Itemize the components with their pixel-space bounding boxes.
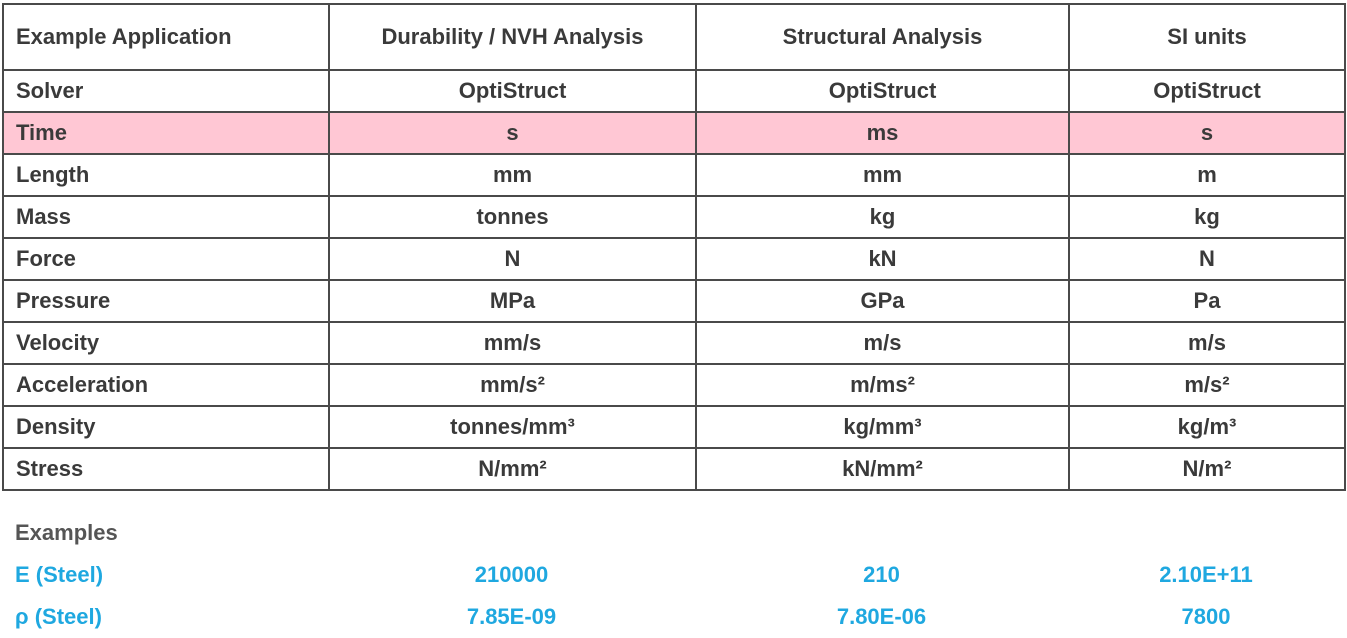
cell-value: N/m² — [1068, 447, 1346, 491]
example-label: ρ (Steel) — [15, 604, 102, 629]
cell-value: Pa — [1068, 279, 1346, 323]
cell-value: m/s — [1068, 321, 1346, 365]
cell-value: s — [1068, 111, 1346, 155]
row-label: Time — [2, 111, 330, 155]
example-row-e-steel: E (Steel) 210000 210 2.10E+11 — [2, 554, 1344, 596]
table-row-force: Force N kN N — [2, 237, 1346, 281]
cell-value: MPa — [328, 279, 697, 323]
cell-value: OptiStruct — [1068, 69, 1346, 113]
example-value: 7800 — [1181, 604, 1231, 629]
examples-title: Examples — [15, 520, 118, 545]
table-row-length: Length mm mm m — [2, 153, 1346, 197]
cell-value: N/mm² — [328, 447, 697, 491]
cell-value: m — [1068, 153, 1346, 197]
example-row-rho-steel: ρ (Steel) 7.85E-09 7.80E-06 7800 — [2, 596, 1344, 638]
cell-value: mm — [328, 153, 697, 197]
example-value: 210000 — [474, 562, 549, 587]
cell-value: kN — [695, 237, 1070, 281]
header-row: Example Application Durability / NVH Ana… — [2, 3, 1346, 71]
header-structural-analysis: Structural Analysis — [695, 3, 1070, 71]
cell-value: kg/mm³ — [695, 405, 1070, 449]
cell-value: mm/s — [328, 321, 697, 365]
cell-value: kN/mm² — [695, 447, 1070, 491]
table-row-stress: Stress N/mm² kN/mm² N/m² — [2, 447, 1346, 491]
cell-value: tonnes — [328, 195, 697, 239]
cell-value: OptiStruct — [328, 69, 697, 113]
row-label: Velocity — [2, 321, 330, 365]
cell-value: GPa — [695, 279, 1070, 323]
table-row-density: Density tonnes/mm³ kg/mm³ kg/m³ — [2, 405, 1346, 449]
row-label: Stress — [2, 447, 330, 491]
row-label: Density — [2, 405, 330, 449]
cell-value: m/ms² — [695, 363, 1070, 407]
table-row-acceleration: Acceleration mm/s² m/ms² m/s² — [2, 363, 1346, 407]
row-label: Length — [2, 153, 330, 197]
cell-value: tonnes/mm³ — [328, 405, 697, 449]
row-label: Acceleration — [2, 363, 330, 407]
cell-value: OptiStruct — [695, 69, 1070, 113]
row-label: Solver — [2, 69, 330, 113]
cell-value: mm/s² — [328, 363, 697, 407]
example-value: 2.10E+11 — [1159, 562, 1253, 587]
cell-value: N — [1068, 237, 1346, 281]
cell-value: kg/m³ — [1068, 405, 1346, 449]
table-row-mass: Mass tonnes kg kg — [2, 195, 1346, 239]
units-table: Example Application Durability / NVH Ana… — [2, 3, 1346, 491]
example-value: 210 — [863, 562, 900, 587]
cell-value: kg — [695, 195, 1070, 239]
example-value: 7.85E-09 — [466, 604, 557, 629]
header-example-application: Example Application — [2, 3, 330, 71]
row-label: Force — [2, 237, 330, 281]
cell-value: N — [328, 237, 697, 281]
cell-value: m/s² — [1068, 363, 1346, 407]
table-row-pressure: Pressure MPa GPa Pa — [2, 279, 1346, 323]
header-durability-nvh: Durability / NVH Analysis — [328, 3, 697, 71]
example-value: 7.80E-06 — [836, 604, 927, 629]
cell-value: s — [328, 111, 697, 155]
row-label: Pressure — [2, 279, 330, 323]
table-row-solver: Solver OptiStruct OptiStruct OptiStruct — [2, 69, 1346, 113]
table-row-time: Time s ms s — [2, 111, 1346, 155]
cell-value: mm — [695, 153, 1070, 197]
row-label: Mass — [2, 195, 330, 239]
header-si-units: SI units — [1068, 3, 1346, 71]
cell-value: ms — [695, 111, 1070, 155]
cell-value: kg — [1068, 195, 1346, 239]
example-label: E (Steel) — [15, 562, 104, 587]
examples-section: Examples E (Steel) 210000 210 2.10E+11 ρ… — [2, 512, 1344, 638]
table-row-velocity: Velocity mm/s m/s m/s — [2, 321, 1346, 365]
cell-value: m/s — [695, 321, 1070, 365]
